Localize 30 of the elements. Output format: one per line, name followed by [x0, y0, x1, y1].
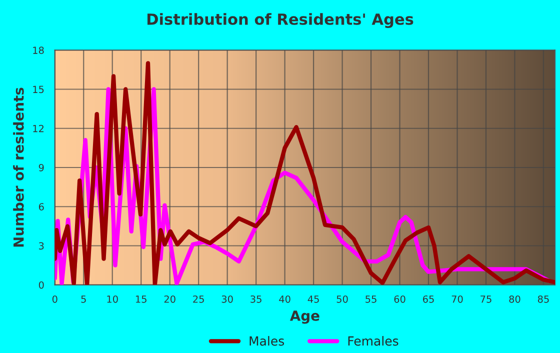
x-tick-label: 20: [164, 295, 176, 303]
x-tick-label: 45: [308, 296, 319, 303]
x-tick-label: 15: [136, 296, 146, 303]
y-tick-label: 12: [33, 124, 44, 132]
x-tick-label: 65: [422, 295, 434, 303]
x-tick-label: 25: [193, 295, 204, 303]
x-tick-label: 70: [452, 295, 463, 303]
x-tick-label: 35: [250, 295, 262, 303]
chart-title: Distribution of Residents' Ages: [147, 13, 414, 28]
x-axis-title: Age: [290, 310, 320, 324]
x-tick-label: 80: [509, 295, 520, 303]
y-tick-label: 3: [39, 242, 44, 250]
legend-label: Females: [348, 336, 398, 346]
y-tick-label: 18: [33, 46, 44, 54]
legend-label: Males: [250, 336, 284, 346]
y-axis-title: Number of residents: [13, 88, 24, 247]
x-tick-label: 60: [394, 295, 406, 303]
y-tick-label: 0: [38, 281, 44, 289]
x-tick-label: 55: [366, 296, 376, 303]
x-tick-label: 50: [336, 295, 348, 303]
x-tick-label: 30: [222, 295, 233, 303]
y-tick-label: 9: [38, 164, 44, 172]
x-tick-label: 75: [480, 296, 492, 303]
y-tick-label: 15: [33, 86, 44, 94]
x-tick-label: 0: [52, 295, 58, 303]
x-tick-label: 40: [279, 295, 290, 303]
x-tick-label: 10: [107, 295, 118, 303]
x-tick-label: 5: [81, 296, 86, 303]
y-tick-label: 6: [38, 203, 44, 210]
x-tick-label: 85: [538, 295, 549, 303]
